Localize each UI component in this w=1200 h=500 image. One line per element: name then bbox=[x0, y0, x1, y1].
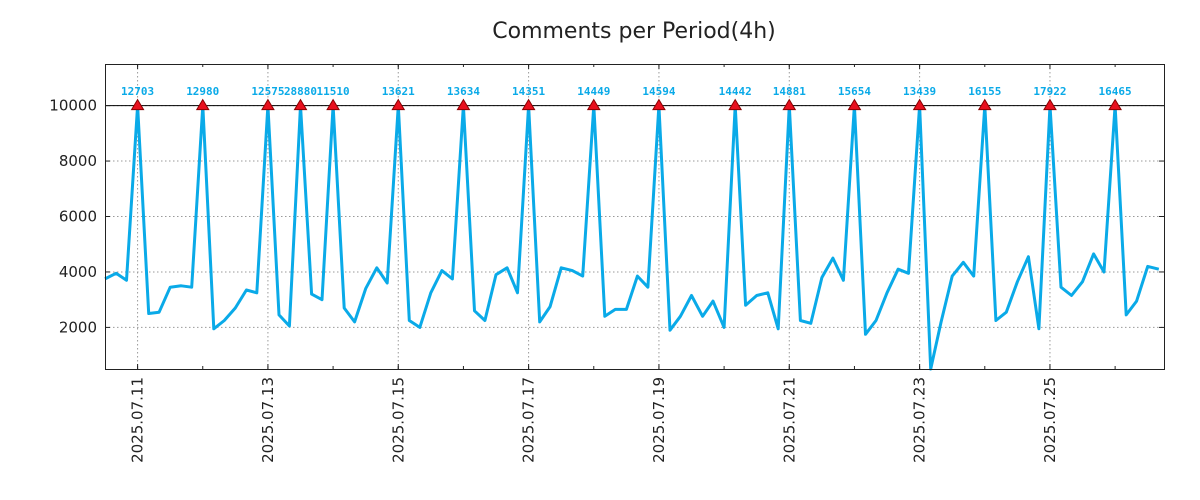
peak-marker bbox=[293, 98, 308, 111]
peak-label: 14442 bbox=[719, 85, 752, 98]
peak-label: 14449 bbox=[577, 85, 610, 98]
peak-label: 12575 bbox=[251, 85, 284, 98]
peak-marker bbox=[1043, 98, 1057, 111]
peak-marker bbox=[326, 98, 340, 111]
peak-marker bbox=[195, 98, 210, 111]
peak-marker bbox=[652, 98, 666, 111]
x-tick-label: 2025.07.25 bbox=[1041, 377, 1059, 463]
peak-marker bbox=[728, 98, 743, 111]
peak-marker bbox=[521, 98, 536, 111]
peak-labels: 12703 12980 12575 28880 11510 13621 13634 14351… bbox=[121, 85, 1132, 98]
peak-label: 28880 bbox=[284, 85, 317, 98]
peak-label: 11510 bbox=[317, 85, 350, 98]
series-line bbox=[104, 104, 1160, 371]
peak-marker bbox=[456, 98, 471, 111]
peak-label: 12703 bbox=[121, 85, 154, 98]
x-tick-label: 2025.07.17 bbox=[520, 377, 538, 463]
x-tick-label: 2025.07.15 bbox=[389, 377, 407, 463]
peak-label: 17922 bbox=[1033, 85, 1066, 98]
series-layer bbox=[104, 104, 1160, 371]
peak-marker bbox=[130, 98, 145, 111]
peak-markers bbox=[130, 98, 1123, 111]
x-axis: 2025.07.11 2025.07.13 2025.07.15 2025.07.17… bbox=[129, 64, 1116, 463]
y-tick-label: 8000 bbox=[59, 152, 97, 170]
y-tick-label: 6000 bbox=[59, 208, 97, 226]
peak-marker bbox=[586, 98, 601, 111]
y-tick-label: 4000 bbox=[59, 263, 97, 281]
plot-frame bbox=[105, 64, 1165, 370]
x-tick-label: 2025.07.23 bbox=[911, 377, 929, 463]
peak-marker bbox=[1108, 98, 1123, 111]
y-tick-label: 2000 bbox=[59, 318, 97, 336]
y-axis: 2000 4000 6000 8000 10000 bbox=[49, 97, 1164, 336]
peak-label: 15654 bbox=[838, 85, 871, 98]
chart-title: Comments per Period(4h) bbox=[492, 19, 776, 44]
peak-marker bbox=[977, 98, 992, 111]
peak-marker bbox=[261, 98, 275, 111]
peak-label: 14594 bbox=[642, 85, 675, 98]
y-tick-label: 10000 bbox=[49, 97, 97, 115]
peak-label: 16155 bbox=[968, 85, 1001, 98]
peak-marker bbox=[391, 98, 406, 111]
x-tick-label: 2025.07.11 bbox=[129, 377, 147, 463]
peak-label: 12980 bbox=[186, 85, 219, 98]
x-tick-label: 2025.07.21 bbox=[780, 377, 798, 463]
peak-label: 14881 bbox=[773, 85, 806, 98]
peak-label: 13634 bbox=[447, 85, 480, 98]
peak-label: 14351 bbox=[512, 85, 545, 98]
peak-label: 13439 bbox=[903, 85, 936, 98]
peak-marker bbox=[847, 98, 862, 111]
peak-marker bbox=[782, 98, 797, 111]
peak-marker bbox=[912, 98, 927, 111]
peak-label: 13621 bbox=[382, 85, 415, 98]
peak-label: 16465 bbox=[1099, 85, 1132, 98]
x-tick-label: 2025.07.19 bbox=[650, 377, 668, 463]
x-tick-label: 2025.07.13 bbox=[259, 377, 277, 463]
